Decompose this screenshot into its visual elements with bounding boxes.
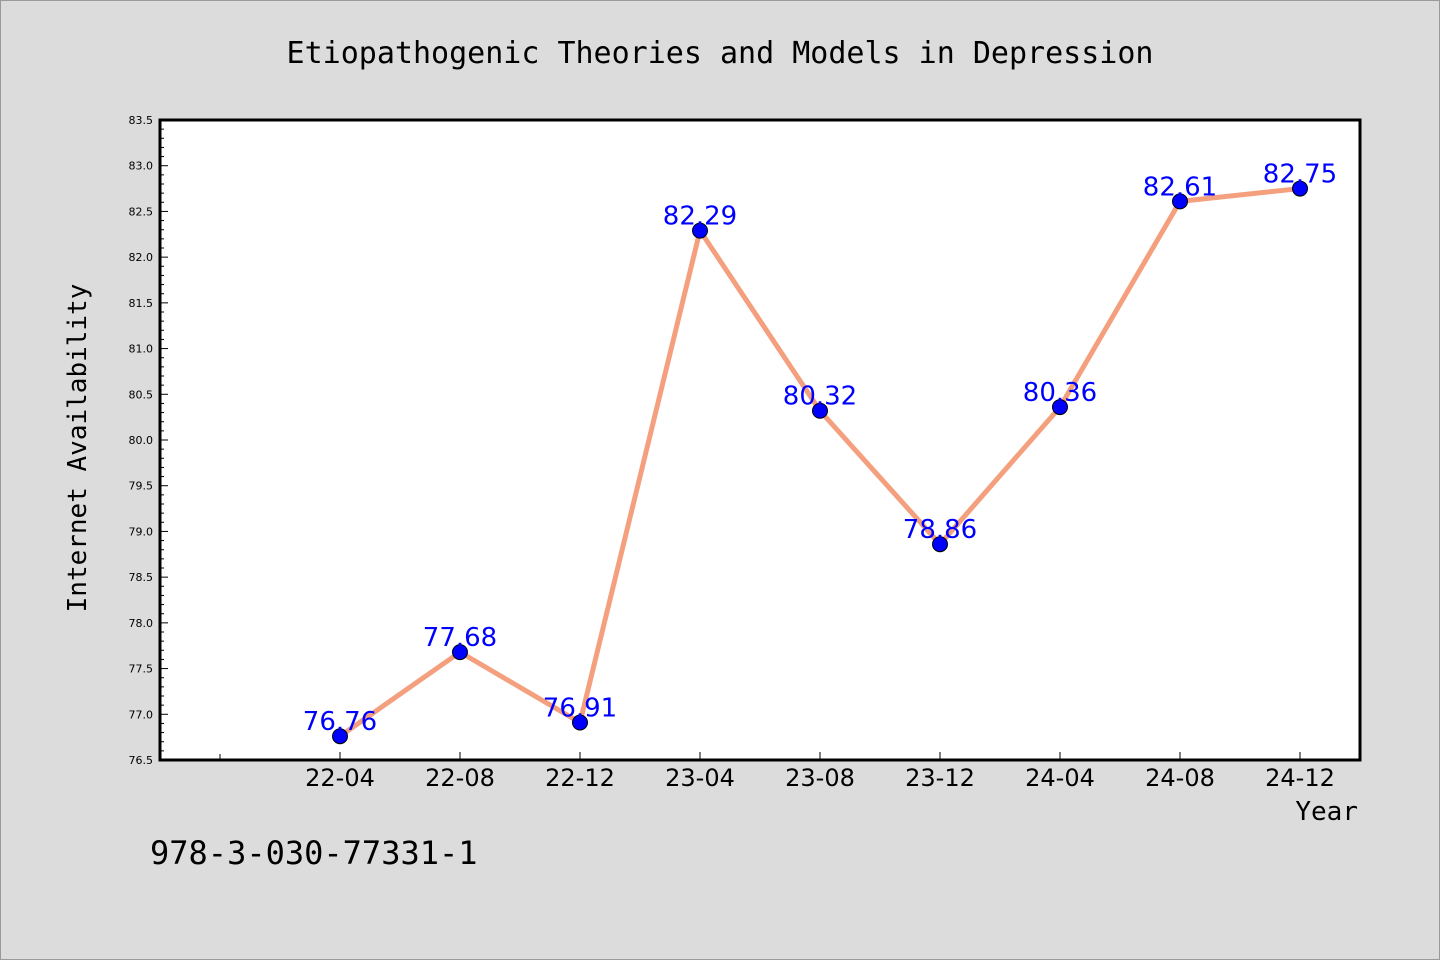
x-axis-title: Year — [1295, 797, 1358, 827]
data-label: 80.32 — [783, 382, 857, 412]
y-tick-label: 83.0 — [129, 160, 154, 173]
x-tick-label: 24-08 — [1145, 764, 1215, 792]
y-tick-label: 77.5 — [129, 663, 154, 676]
y-tick-label: 83.5 — [129, 114, 154, 127]
x-tick-label: 24-12 — [1265, 764, 1335, 792]
data-label: 76.76 — [303, 707, 377, 737]
x-tick-label: 24-04 — [1025, 764, 1095, 792]
x-tick-label: 23-08 — [785, 764, 855, 792]
y-tick-label: 78.0 — [129, 617, 154, 630]
chart-title: Etiopathogenic Theories and Models in De… — [287, 36, 1154, 71]
data-point — [1172, 193, 1188, 210]
data-label: 76.91 — [543, 694, 617, 724]
data-point — [1292, 180, 1308, 197]
x-tick-label: 22-12 — [545, 764, 615, 792]
y-tick-label: 82.0 — [129, 251, 154, 264]
x-tick-label: 22-04 — [305, 764, 375, 792]
data-point — [452, 644, 468, 661]
data-label: 77.68 — [423, 623, 497, 653]
footer-code: 978-3-030-77331-1 — [150, 834, 478, 872]
data-point — [812, 402, 828, 419]
data-point — [332, 728, 348, 745]
plot-area — [158, 118, 1362, 762]
y-tick-label: 78.5 — [129, 571, 154, 584]
y-axis: 76.5 77.0 77.5 78.0 78.5 79.0 79.5 80.0 80.5 81.0… — [129, 114, 168, 767]
y-tick-label: 81.0 — [129, 343, 154, 356]
y-tick-label: 82.5 — [129, 205, 154, 218]
data-label: 82.29 — [663, 202, 737, 232]
y-tick-label: 79.5 — [129, 480, 154, 493]
data-label: 82.75 — [1263, 160, 1337, 190]
y-tick-label: 77.0 — [129, 708, 154, 721]
data-point — [932, 536, 948, 553]
x-tick-label: 23-04 — [665, 764, 735, 792]
data-point — [1052, 399, 1068, 416]
data-label: 82.61 — [1143, 172, 1217, 202]
data-label: 78.86 — [903, 515, 977, 545]
series-group: 76.76 77.68 76.91 82.29 80.32 78.86 80.36 82.61… — [303, 160, 1337, 745]
x-tick-label: 22-08 — [425, 764, 495, 792]
y-tick-label: 80.0 — [129, 434, 154, 447]
data-label: 80.36 — [1023, 378, 1097, 408]
y-tick-label: 79.0 — [129, 525, 154, 538]
x-axis: 22-04 22-08 22-12 23-04 23-08 23-12 24-04 24-08… — [219, 752, 1335, 792]
data-point — [572, 714, 588, 731]
data-point — [692, 222, 708, 239]
y-tick-label: 80.5 — [129, 388, 154, 401]
y-tick-label: 76.5 — [129, 754, 154, 767]
x-tick-label: 23-12 — [905, 764, 975, 792]
y-tick-label: 81.5 — [129, 297, 154, 310]
y-axis-title: Internet Availability — [63, 284, 93, 613]
